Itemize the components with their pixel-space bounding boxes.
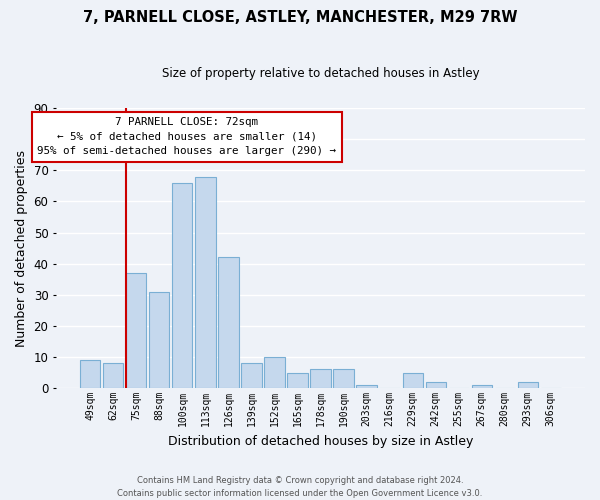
Bar xyxy=(287,372,308,388)
Text: 7 PARNELL CLOSE: 72sqm
← 5% of detached houses are smaller (14)
95% of semi-deta: 7 PARNELL CLOSE: 72sqm ← 5% of detached … xyxy=(37,118,337,156)
Bar xyxy=(334,370,353,388)
Text: Contains HM Land Registry data © Crown copyright and database right 2024.
Contai: Contains HM Land Registry data © Crown c… xyxy=(118,476,482,498)
Bar xyxy=(265,357,284,388)
Bar xyxy=(80,360,100,388)
Bar xyxy=(403,372,423,388)
Bar xyxy=(472,385,492,388)
Bar xyxy=(195,176,215,388)
Bar xyxy=(310,370,331,388)
Bar xyxy=(126,273,146,388)
Bar xyxy=(425,382,446,388)
Y-axis label: Number of detached properties: Number of detached properties xyxy=(15,150,28,346)
Bar xyxy=(518,382,538,388)
Bar xyxy=(218,258,239,388)
Bar xyxy=(241,363,262,388)
Text: 7, PARNELL CLOSE, ASTLEY, MANCHESTER, M29 7RW: 7, PARNELL CLOSE, ASTLEY, MANCHESTER, M2… xyxy=(83,10,517,25)
Bar xyxy=(172,182,193,388)
Title: Size of property relative to detached houses in Astley: Size of property relative to detached ho… xyxy=(162,68,479,80)
X-axis label: Distribution of detached houses by size in Astley: Distribution of detached houses by size … xyxy=(168,434,473,448)
Bar xyxy=(103,363,124,388)
Bar xyxy=(356,385,377,388)
Bar xyxy=(149,292,169,388)
